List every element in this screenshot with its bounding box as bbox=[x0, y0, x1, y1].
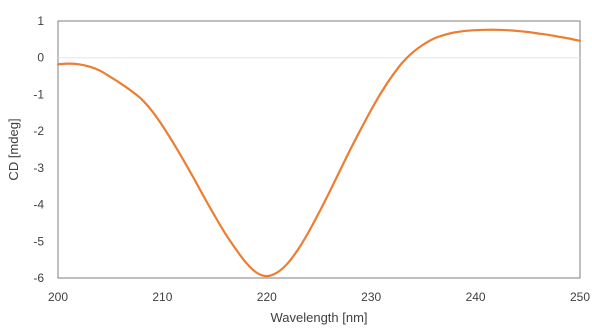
y-axis-title: CD [mdeg] bbox=[6, 118, 21, 180]
x-tick-label: 210 bbox=[152, 290, 172, 304]
x-tick-label: 250 bbox=[570, 290, 590, 304]
y-axis-tick-labels: -6 -5 -4 -3 -2 -1 0 1 bbox=[33, 14, 44, 285]
x-tick-label: 230 bbox=[361, 290, 381, 304]
x-tick-label: 200 bbox=[48, 290, 68, 304]
y-tick-label: -5 bbox=[33, 234, 44, 248]
x-tick-label: 240 bbox=[466, 290, 486, 304]
cd-spectrum-line bbox=[56, 28, 582, 278]
x-tick-label: 220 bbox=[257, 290, 277, 304]
y-tick-label: -1 bbox=[33, 87, 44, 101]
y-tick-label: 0 bbox=[37, 51, 44, 65]
y-tick-label: -3 bbox=[33, 161, 44, 175]
x-axis-title: Wavelength [nm] bbox=[270, 310, 367, 325]
y-tick-label: 1 bbox=[37, 14, 44, 28]
plot-area-frame bbox=[57, 20, 581, 279]
y-tick-label: -2 bbox=[33, 124, 44, 138]
y-tick-label: -4 bbox=[33, 198, 44, 212]
y-tick-label: -6 bbox=[33, 271, 44, 285]
x-axis-tick-labels: 200 210 220 230 240 250 bbox=[48, 290, 590, 304]
